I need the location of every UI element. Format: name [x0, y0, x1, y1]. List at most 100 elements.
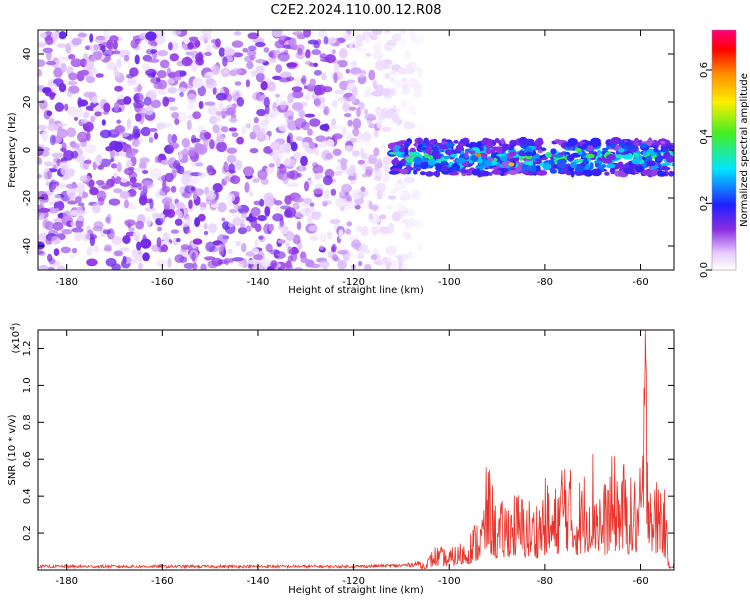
spectrogram-signal-cell — [392, 158, 399, 167]
spectrogram-cell — [324, 54, 336, 64]
spectrogram-cell — [177, 210, 183, 220]
spectrogram-signal-cell — [491, 169, 503, 175]
spectrogram-cell — [60, 246, 71, 254]
spectrogram-x-tick-label: -100 — [438, 277, 461, 288]
spectrogram-cell — [47, 169, 53, 180]
spectrogram-peak-cell — [427, 155, 434, 160]
spectrogram-cell — [234, 160, 243, 170]
spectrogram-cell — [192, 238, 203, 245]
spectrogram-signal-cell — [622, 154, 633, 160]
spectrogram-cell — [194, 40, 201, 48]
spectrogram-cell — [207, 223, 218, 234]
spectrogram-cell — [350, 67, 362, 75]
spectrogram-cell — [364, 35, 370, 44]
spectrogram-signal-cell — [460, 169, 469, 174]
spectrogram-cell — [94, 37, 107, 44]
spectrogram-cell — [53, 248, 60, 256]
spectrogram-signal-cell — [589, 162, 594, 170]
spectrogram-cell — [39, 199, 45, 206]
spectrogram-cell — [221, 217, 226, 222]
spectrogram-cell — [368, 69, 376, 81]
spectrogram-cell — [90, 115, 96, 123]
spectrogram-cell — [189, 36, 199, 41]
spectrogram-cell — [399, 38, 407, 48]
spectrogram-cell — [150, 99, 162, 109]
spectrogram-cell — [232, 52, 244, 58]
spectrogram-cell — [103, 30, 110, 40]
spectrogram-cell — [124, 199, 129, 209]
spectrogram-signal-cell — [525, 151, 533, 157]
spectrogram-cell — [137, 84, 142, 93]
spectrogram-cell — [279, 226, 290, 235]
spectrogram-cell — [368, 154, 377, 165]
spectrogram-cell — [341, 163, 347, 171]
spectrogram-cell — [94, 111, 102, 117]
snr-x-ticks: -180 -160 -140 -120 -100 -80 -60 — [55, 330, 649, 587]
spectrogram-signal-cell — [582, 143, 588, 148]
spectrogram-cell — [331, 124, 343, 130]
spectrogram-signal-cell — [431, 150, 440, 157]
spectrogram-cell — [74, 143, 80, 149]
spectrogram-cell — [307, 39, 319, 45]
spectrogram-cell — [188, 175, 200, 185]
spectrogram-cell — [386, 39, 397, 46]
spectrogram-signal-cell — [476, 141, 483, 147]
spectrogram-x-ticks: -180 -160 -140 -120 -100 -80 -60 — [55, 30, 649, 288]
spectrogram-cell — [302, 136, 313, 144]
spectrogram-signal-cell — [660, 162, 672, 166]
snr-x-tick-label: -140 — [247, 576, 270, 587]
spectrogram-cell — [332, 148, 342, 156]
spectrogram-cell — [348, 106, 357, 111]
spectrogram-cell — [346, 79, 356, 84]
spectrogram-cell — [103, 102, 111, 113]
spectrogram-cell — [62, 210, 72, 220]
spectrogram-signal-cell — [596, 141, 602, 147]
spectrogram-cell — [101, 45, 106, 53]
spectrogram-cell — [138, 195, 148, 206]
spectrogram-cell — [59, 183, 67, 189]
spectrogram-cell — [333, 89, 345, 95]
spectrogram-signal-cell — [656, 156, 663, 162]
spectrogram-cell — [77, 99, 89, 107]
spectrogram-cell — [249, 131, 257, 140]
spectrogram-cell — [184, 215, 192, 226]
spectrogram-cell — [249, 54, 256, 61]
spectrogram-cell — [402, 80, 415, 85]
spectrogram-cell — [114, 101, 120, 112]
spectrogram-cell — [356, 107, 361, 118]
spectrogram-cell — [168, 142, 180, 150]
spectrogram-cell — [142, 170, 149, 174]
spectrogram-cell — [373, 147, 380, 157]
spectrogram-cell — [171, 30, 182, 36]
spectrogram-cell — [47, 266, 55, 270]
spectrogram-cell — [88, 179, 95, 189]
spectrogram-cell — [130, 39, 139, 49]
spectrogram-cell — [290, 246, 299, 254]
spectrogram-cell — [205, 77, 215, 85]
spectrogram-cell — [56, 265, 66, 270]
spectrogram-cell — [286, 76, 295, 82]
spectrogram-cell — [111, 235, 123, 246]
spectrogram-cell — [143, 96, 152, 106]
spectrogram-signal-cell — [552, 154, 564, 158]
spectrogram-cell — [361, 173, 368, 178]
spectrogram-signal-cell — [527, 160, 534, 166]
spectrogram-cell — [305, 49, 311, 59]
spectrogram-cell — [352, 127, 360, 137]
spectrogram-cell — [180, 244, 190, 250]
spectrogram-cell — [391, 33, 402, 42]
spectrogram-cell — [77, 202, 85, 207]
spectrogram-signal-cell — [465, 143, 473, 148]
spectrogram-cell — [379, 214, 387, 220]
spectrogram-cell — [304, 93, 311, 101]
spectrogram-cell — [344, 113, 352, 118]
spectrogram-cell — [252, 178, 260, 183]
colorbar-tick-label: 0.2 — [699, 195, 710, 211]
spectrogram-cell — [115, 124, 126, 135]
snr-frame — [37, 329, 675, 571]
spectrogram-cell — [294, 76, 301, 87]
spectrogram-cell — [407, 67, 414, 74]
spectrogram-cell — [138, 262, 143, 270]
snr-x-tick-label: -60 — [632, 576, 648, 587]
spectrogram-cell — [275, 93, 280, 98]
